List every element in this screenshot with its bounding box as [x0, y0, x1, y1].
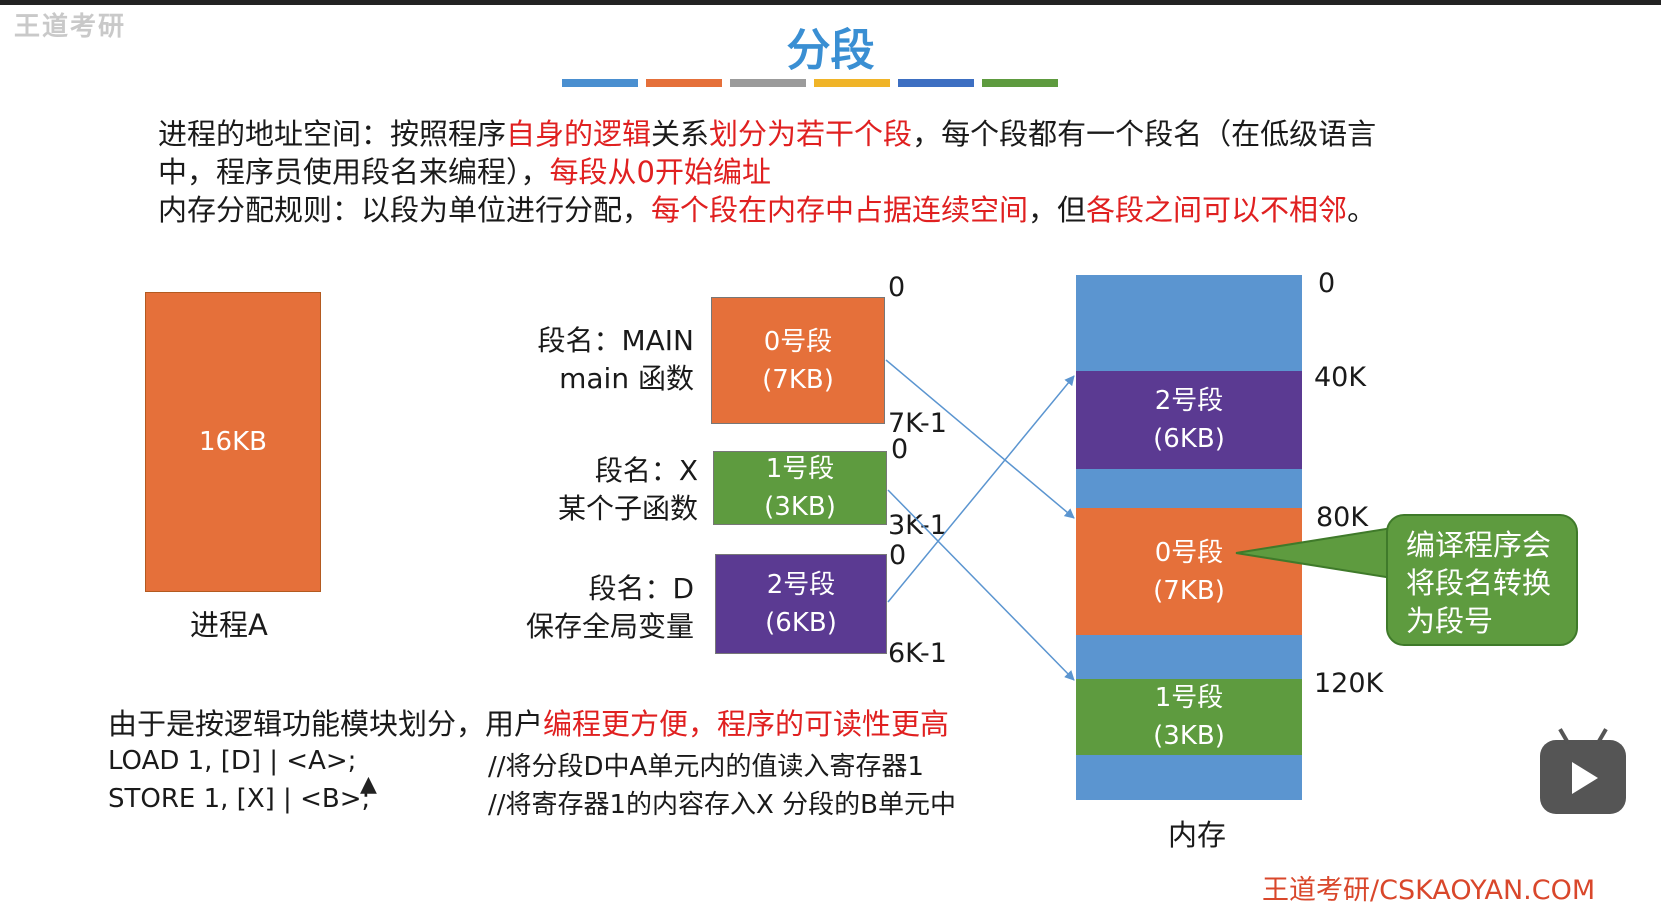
segment-2-start: 0: [889, 540, 907, 571]
memory-column: 2号段 (6KB) 0号段 (7KB) 1号段 (3KB): [1076, 275, 1302, 800]
callout-bubble: 编译程序会将段名转换为段号: [1386, 514, 1578, 646]
segment-2-block: 2号段 (6KB): [715, 554, 887, 654]
segment-label: 2号段: [766, 570, 836, 600]
intro-line-2: 中，程序员使用段名来编程），每段从0开始编址: [158, 153, 771, 191]
intro-text: 关系: [651, 117, 710, 151]
segment-name-line: 保存全局变量: [525, 610, 694, 643]
intro-line-1: 进程的地址空间：按照程序自身的逻辑关系划分为若干个段，每个段都有一个段名（在低级…: [158, 115, 1376, 153]
memory-address-120k: 120K: [1314, 668, 1384, 699]
watermark-logo: 王道考研: [14, 12, 127, 42]
memory-block-segment-2: 2号段 (6KB): [1076, 371, 1302, 469]
intro-text: ，但: [1028, 193, 1087, 227]
memory-label: 内存: [1168, 818, 1227, 852]
arrow-segment-0: [885, 359, 1075, 519]
stripe-2: [646, 79, 722, 87]
intro-text: 。: [1347, 193, 1377, 227]
segment-2-name: 段名：D 保存全局变量: [470, 570, 694, 646]
segment-name-line: 段名：D: [588, 572, 694, 605]
process-block: 16KB: [145, 292, 321, 592]
callout-pointer: [1235, 526, 1393, 580]
memory-segment-label: 2号段: [1154, 386, 1224, 416]
bottom-line: 由于是按逻辑功能模块划分，用户编程更方便，程序的可读性更高: [108, 705, 949, 743]
title-color-stripes: [562, 79, 1058, 87]
segment-0-block: 0号段 (7KB): [711, 297, 885, 424]
memory-segment-size: (3KB): [1153, 721, 1225, 751]
intro-highlight: 划分为若干个段: [709, 117, 913, 151]
memory-segment-label: 0号段: [1154, 537, 1224, 568]
bottom-text: 由于是按逻辑功能模块划分，用户: [108, 707, 544, 741]
memory-free-area: [1076, 275, 1302, 371]
segment-2-end: 6K-1: [888, 638, 947, 669]
play-triangle-icon: [1572, 762, 1598, 794]
code-comment-1: //将分段D中A单元内的值读入寄存器1: [488, 752, 924, 782]
stripe-4: [814, 79, 890, 87]
stripe-1: [562, 79, 638, 87]
segment-1-name: 段名：X 某个子函数: [470, 452, 698, 528]
segment-name-line: 某个子函数: [557, 492, 698, 525]
memory-free-area: [1076, 635, 1302, 679]
process-name: 进程A: [190, 608, 268, 642]
memory-block-segment-0: 0号段 (7KB): [1076, 508, 1302, 635]
memory-address-40k: 40K: [1314, 362, 1367, 393]
intro-text: 中，程序员使用段名来编程），: [158, 155, 550, 189]
segment-1-block: 1号段 (3KB): [713, 451, 887, 525]
segment-label: 0号段: [763, 326, 833, 357]
segment-name-line: main 函数: [559, 362, 694, 395]
top-border: [0, 0, 1661, 5]
bottom-highlight: 编程更方便，程序的可读性更高: [543, 707, 950, 741]
intro-text: 内存分配规则：以段为单位进行分配，: [158, 193, 652, 227]
memory-address-0: 0: [1318, 268, 1336, 299]
intro-text: 进程的地址空间：按照程序: [158, 117, 507, 151]
segment-label: 1号段: [765, 454, 835, 484]
arrow-segment-2: [887, 375, 1075, 603]
segment-0-end: 7K-1: [888, 408, 947, 439]
code-comment-2: //将寄存器1的内容存入X 分段的B单元中: [488, 790, 956, 820]
intro-highlight: 各段之间可以不相邻: [1086, 193, 1348, 227]
segment-name-line: 段名：X: [594, 454, 698, 487]
intro-highlight: 每段从0开始编址: [549, 155, 771, 189]
mouse-cursor-icon: ▲: [360, 772, 377, 797]
process-size-label: 16KB: [199, 427, 267, 457]
stripe-6: [982, 79, 1058, 87]
memory-segment-size: (7KB): [1153, 575, 1225, 606]
play-button-icon[interactable]: [1540, 728, 1626, 814]
segment-1-start: 0: [891, 434, 909, 465]
memory-block-segment-1: 1号段 (3KB): [1076, 679, 1302, 755]
memory-segment-label: 1号段: [1154, 683, 1224, 713]
segment-size: (7KB): [762, 364, 834, 395]
code-instruction-2: STORE 1, [X] | <B>;: [108, 784, 371, 814]
segment-size: (3KB): [764, 492, 836, 522]
memory-free-area: [1076, 755, 1302, 800]
stripe-3: [730, 79, 806, 87]
memory-free-area: [1076, 469, 1302, 508]
segment-0-start: 0: [888, 272, 906, 303]
segment-1-end: 3K-1: [888, 510, 947, 541]
code-instruction-1: LOAD 1, [D] | <A>;: [108, 746, 357, 776]
memory-segment-size: (6KB): [1153, 424, 1225, 454]
intro-highlight: 每个段在内存中占据连续空间: [651, 193, 1029, 227]
page-title: 分段: [786, 25, 875, 76]
intro-text: ，每个段都有一个段名（在低级语言: [912, 117, 1377, 151]
intro-line-3: 内存分配规则：以段为单位进行分配，每个段在内存中占据连续空间，但各段之间可以不相…: [158, 191, 1376, 229]
stripe-5: [898, 79, 974, 87]
segment-size: (6KB): [765, 608, 837, 638]
segment-0-name: 段名：MAIN main 函数: [470, 322, 694, 398]
intro-highlight: 自身的逻辑: [506, 117, 652, 151]
footer-brand: 王道考研/CSKAOYAN.COM: [1262, 875, 1596, 906]
arrow-segment-1: [887, 489, 1075, 681]
memory-address-80k: 80K: [1316, 502, 1369, 533]
segment-name-line: 段名：MAIN: [537, 324, 694, 357]
